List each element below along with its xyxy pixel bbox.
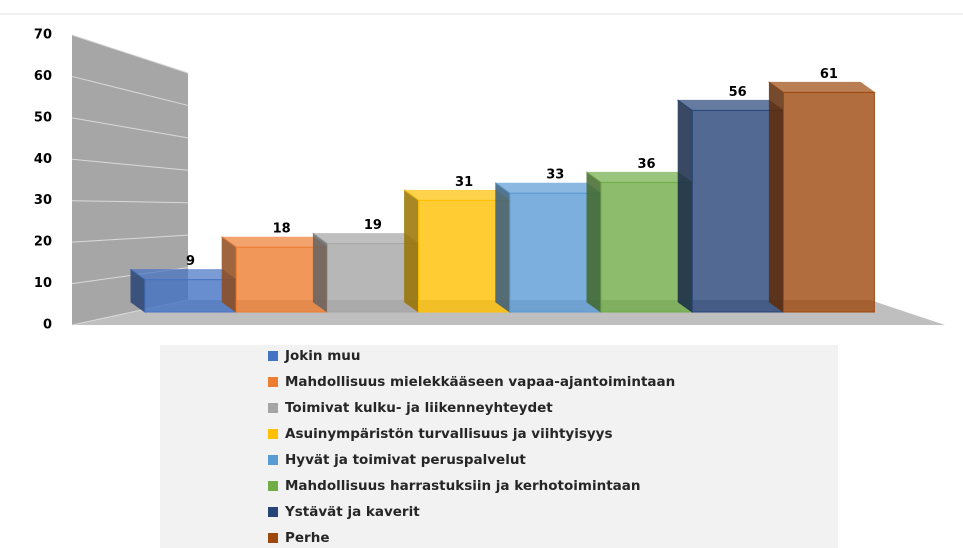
bar-side bbox=[312, 232, 328, 313]
grid-line bbox=[71, 34, 189, 74]
data-label: 36 bbox=[637, 157, 655, 172]
bar-top bbox=[403, 189, 512, 201]
grid-line bbox=[71, 117, 189, 139]
y-tick-label: 60 bbox=[34, 69, 52, 84]
legend-label: Hyvät ja toimivat peruspalvelut bbox=[285, 452, 526, 468]
legend-swatch bbox=[268, 481, 278, 491]
y-tick-label: 0 bbox=[43, 318, 52, 333]
data-label: 31 bbox=[455, 175, 473, 190]
grid-line bbox=[71, 200, 189, 204]
back-wall bbox=[72, 35, 188, 325]
bar-top bbox=[220, 236, 329, 248]
legend-label: Mahdollisuus harrastuksiin ja kerhotoimi… bbox=[285, 478, 641, 494]
legend-swatch bbox=[268, 455, 278, 465]
data-label: 18 bbox=[273, 222, 291, 237]
grid-line bbox=[71, 234, 189, 243]
bar bbox=[600, 181, 693, 313]
grid-line bbox=[71, 158, 189, 171]
legend-swatch bbox=[268, 403, 278, 413]
bar-top bbox=[129, 269, 238, 281]
grid-line bbox=[71, 75, 189, 106]
bar-top bbox=[676, 99, 785, 111]
legend-swatch bbox=[268, 533, 278, 543]
y-tick-label: 70 bbox=[34, 28, 52, 43]
data-label: 9 bbox=[186, 254, 195, 269]
legend-swatch bbox=[268, 351, 278, 361]
y-tick-label: 50 bbox=[34, 110, 52, 125]
bar bbox=[782, 91, 875, 313]
legend-label: Asuinympäristön turvallisuus ja viihtyis… bbox=[285, 426, 613, 442]
legend-label: Ystävät ja kaverit bbox=[284, 504, 420, 520]
legend-label: Toimivat kulku- ja liikenneyhteydet bbox=[285, 400, 553, 416]
bar-top bbox=[494, 182, 603, 194]
data-label: 61 bbox=[820, 67, 838, 82]
legend-label: Perhe bbox=[285, 530, 329, 546]
legend-label: Jokin muu bbox=[284, 348, 361, 364]
y-tick-label: 30 bbox=[34, 193, 52, 208]
data-label: 56 bbox=[729, 85, 747, 100]
bar-side bbox=[586, 171, 602, 313]
bar bbox=[509, 192, 602, 313]
legend-swatch bbox=[268, 507, 278, 517]
data-label: 19 bbox=[364, 218, 382, 233]
bar-side bbox=[768, 81, 784, 313]
y-tick-label: 40 bbox=[34, 152, 52, 167]
bar-top bbox=[311, 233, 420, 245]
legend-swatch bbox=[268, 429, 278, 439]
data-label: 33 bbox=[546, 168, 564, 183]
bar-side bbox=[677, 99, 693, 313]
bar-side bbox=[495, 182, 511, 313]
bar-side bbox=[404, 189, 420, 313]
y-tick-label: 20 bbox=[34, 235, 52, 250]
bar-top bbox=[767, 81, 876, 93]
legend-label: Mahdollisuus mielekkääseen vapaa-ajantoi… bbox=[285, 374, 675, 390]
bar-side bbox=[221, 236, 237, 313]
legend-swatch bbox=[268, 377, 278, 387]
y-tick-label: 10 bbox=[34, 276, 52, 291]
bar-top bbox=[585, 171, 694, 183]
